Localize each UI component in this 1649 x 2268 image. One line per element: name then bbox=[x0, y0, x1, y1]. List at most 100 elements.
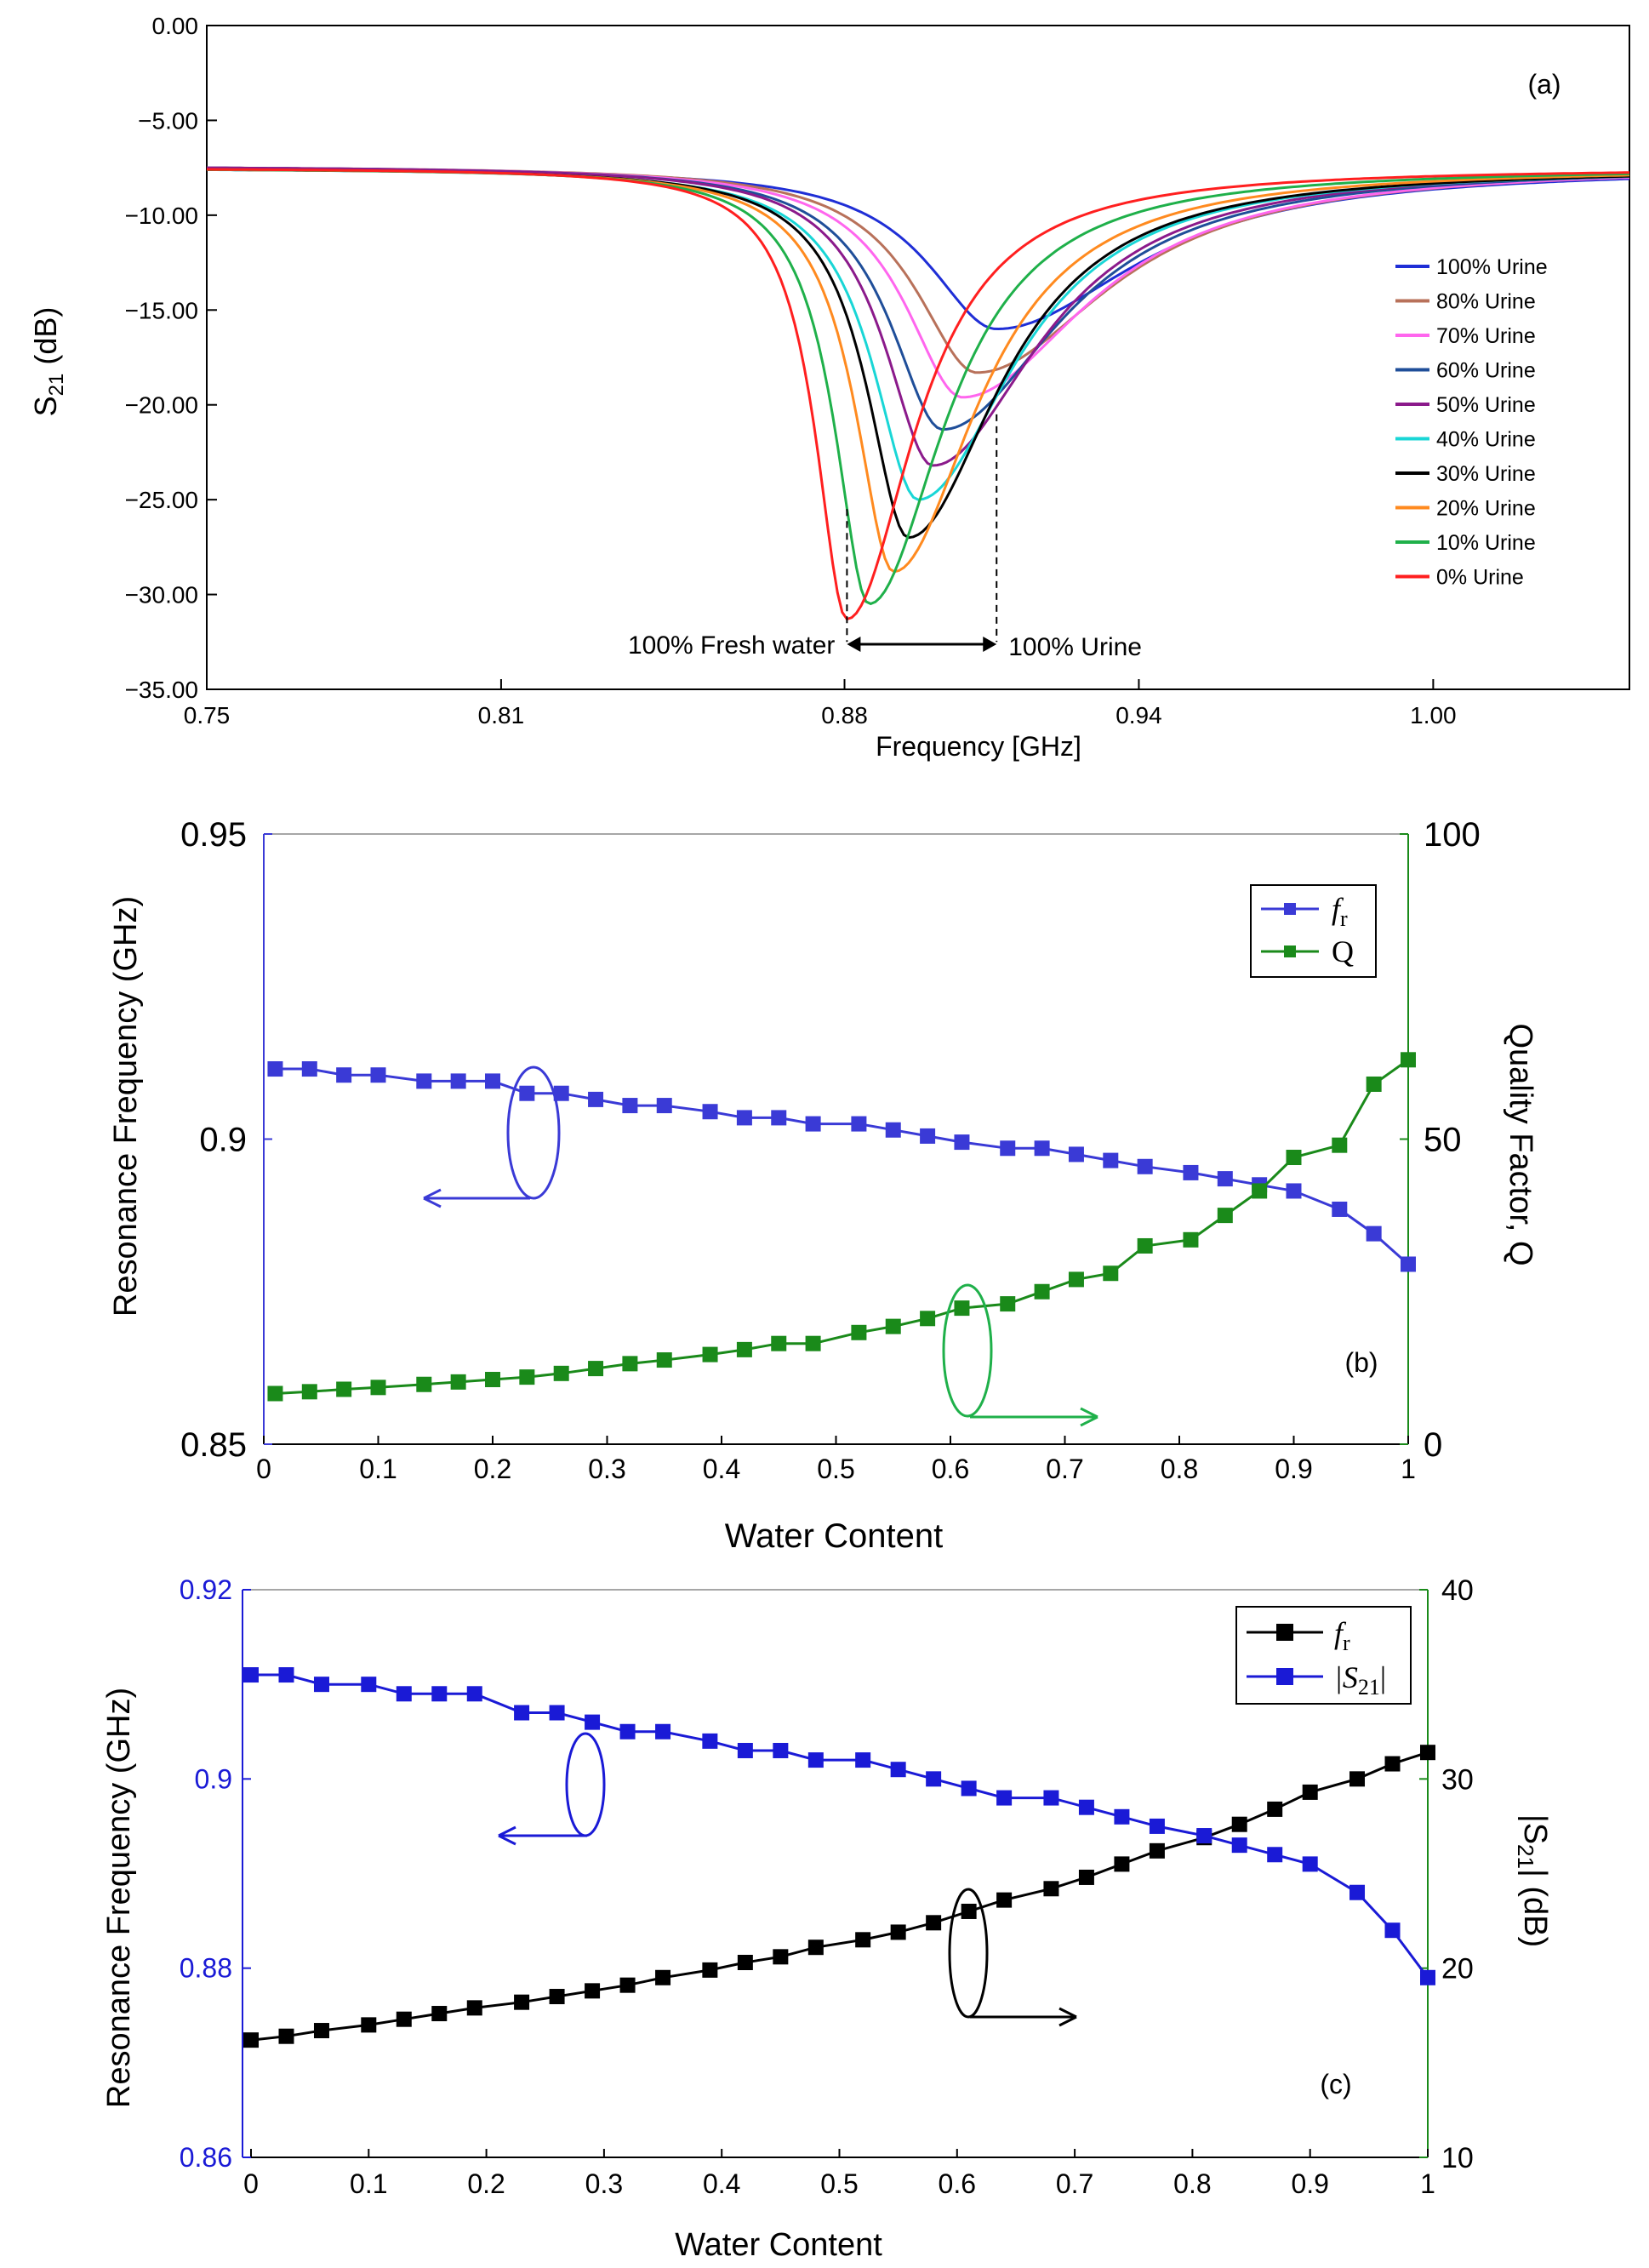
data-point-b-q bbox=[267, 1385, 283, 1402]
data-point-b-q bbox=[370, 1380, 386, 1396]
annotation-urine: 100% Urine bbox=[1008, 633, 1142, 661]
data-point-b-f bbox=[1401, 1256, 1416, 1272]
data-point-c-0 bbox=[243, 2032, 259, 2048]
data-point-c-1 bbox=[396, 1686, 412, 1702]
x-tick-label-b: 0.6 bbox=[932, 1454, 969, 1484]
data-point-b-q bbox=[1000, 1296, 1016, 1312]
data-point-c-0 bbox=[431, 2006, 448, 2022]
data-point-c-1 bbox=[773, 1742, 789, 1758]
x-tick-label-b: 0.2 bbox=[474, 1454, 511, 1484]
x-axis-label-a: Frequency [GHz] bbox=[876, 731, 1081, 762]
panel-label-a: (a) bbox=[1527, 69, 1561, 100]
legend-box-c bbox=[1235, 1606, 1412, 1705]
y-tick-label-left-c: 0.88 bbox=[180, 1953, 232, 1984]
legend-marker-c bbox=[1276, 1624, 1293, 1641]
data-point-c-0 bbox=[361, 2017, 377, 2033]
data-point-b-f bbox=[301, 1061, 317, 1077]
y-tick-label-right-b: 50 bbox=[1424, 1122, 1462, 1159]
data-point-b-q bbox=[519, 1369, 535, 1385]
data-point-b-f bbox=[954, 1134, 970, 1151]
x-tick-label-c: 0.6 bbox=[939, 2168, 976, 2199]
x-tick-label-c: 1 bbox=[1420, 2168, 1435, 2199]
series-line-c-0 bbox=[250, 1751, 1429, 2042]
x-tick-label-a: 0.75 bbox=[184, 702, 231, 728]
x-tick-label-a: 0.88 bbox=[821, 702, 868, 728]
data-point-c-1 bbox=[855, 1752, 871, 1768]
data-point-c-1 bbox=[926, 1771, 942, 1787]
data-point-c-0 bbox=[655, 1969, 671, 1985]
data-point-b-q bbox=[450, 1374, 466, 1390]
y-tick-label-left-c: 0.9 bbox=[195, 1763, 232, 1794]
panel-b: 0 0.1 0.2 0.3 0.4 0.5 0.6 0.7 0.8 0.9 1 0.85 0.9 0.95… bbox=[108, 816, 1538, 1555]
legend-label-c-post: | bbox=[1380, 1660, 1386, 1694]
x-tick-label-b: 1 bbox=[1401, 1454, 1416, 1484]
data-point-c-1 bbox=[890, 1762, 906, 1778]
data-point-c-1 bbox=[1196, 1828, 1212, 1844]
data-point-b-f bbox=[370, 1067, 386, 1083]
data-point-c-0 bbox=[1043, 1881, 1059, 1897]
legend-label-a: 10% Urine bbox=[1436, 531, 1536, 555]
x-tick-label-b: 0 bbox=[256, 1454, 271, 1484]
data-point-c-0 bbox=[1149, 1842, 1165, 1859]
y-tick-label-a: −5.00 bbox=[138, 107, 198, 134]
y-tick-label-right-c: 30 bbox=[1441, 1763, 1474, 1796]
data-point-c-1 bbox=[1078, 1799, 1094, 1815]
data-point-b-f bbox=[1000, 1140, 1016, 1157]
data-point-b-q bbox=[1401, 1052, 1416, 1068]
curl-ellipse-fr bbox=[506, 1065, 561, 1200]
legend-marker-b bbox=[1284, 903, 1296, 915]
data-point-c-1 bbox=[1384, 1922, 1401, 1939]
x-tick-label-b: 0.7 bbox=[1046, 1454, 1083, 1484]
data-point-c-0 bbox=[313, 2023, 329, 2039]
data-point-b-f bbox=[1103, 1152, 1119, 1168]
data-point-c-0 bbox=[773, 1949, 789, 1965]
data-point-b-q bbox=[656, 1352, 672, 1368]
data-point-c-1 bbox=[1420, 1969, 1435, 1985]
legend-label-c-sub: r bbox=[1343, 1631, 1350, 1655]
data-point-c-1 bbox=[1114, 1808, 1130, 1825]
x-tick-label-b: 0.8 bbox=[1161, 1454, 1198, 1484]
data-point-c-1 bbox=[996, 1790, 1013, 1806]
series-line-b-q bbox=[275, 1059, 1409, 1395]
curve-60-urine bbox=[206, 166, 1630, 431]
data-point-b-f bbox=[1034, 1140, 1050, 1157]
data-point-b-q bbox=[920, 1311, 936, 1327]
x-axis-label-b: Water Content bbox=[725, 1517, 943, 1555]
x-tick-label-c: 0 bbox=[243, 2168, 259, 2199]
legend-label-a: 70% Urine bbox=[1436, 324, 1536, 348]
data-point-c-1 bbox=[1149, 1818, 1165, 1834]
shift-arrowhead-left bbox=[847, 637, 861, 652]
curl-ellipse-q bbox=[942, 1283, 993, 1418]
data-point-b-f bbox=[1366, 1225, 1382, 1242]
annotation-fresh-water: 100% Fresh water bbox=[628, 631, 835, 660]
x-tick-label-b: 0.3 bbox=[588, 1454, 625, 1484]
x-tick-label-c: 0.3 bbox=[585, 2168, 623, 2199]
data-point-b-f bbox=[336, 1067, 352, 1083]
curve-10-urine bbox=[207, 168, 1630, 606]
y-axis-label-left-c: Resonance Frequency (GHz) bbox=[101, 1688, 137, 2108]
y-axis-label-right-c: |S21| (dB) bbox=[1513, 1814, 1553, 1947]
data-point-c-0 bbox=[1078, 1869, 1094, 1885]
y-tick-label-a: −35.00 bbox=[125, 677, 198, 703]
y-tick-label-right-c: 20 bbox=[1441, 1953, 1474, 1985]
y-axis-label-a-unit: (dB) bbox=[28, 307, 63, 374]
data-point-c-1 bbox=[313, 1677, 329, 1693]
data-point-c-0 bbox=[278, 2028, 294, 2044]
data-point-b-q bbox=[736, 1341, 752, 1357]
y-axis-label-a: S21 (dB) bbox=[28, 307, 68, 417]
legend-label-a: 100% Urine bbox=[1436, 255, 1548, 279]
curve-80-urine bbox=[207, 166, 1630, 374]
x-tick-label-a: 0.94 bbox=[1116, 702, 1162, 728]
legend-label-a: 80% Urine bbox=[1436, 290, 1536, 314]
legend-label-c-sub: 21 bbox=[1358, 1675, 1380, 1700]
series-line-c-1 bbox=[251, 1673, 1429, 1979]
data-point-c-0 bbox=[396, 2011, 412, 2027]
legend-label-b: Q bbox=[1332, 934, 1354, 968]
y-tick-label-left-b: 0.9 bbox=[199, 1122, 247, 1159]
legend-marker-b bbox=[1284, 945, 1296, 957]
x-tick-label-a: 1.00 bbox=[1410, 702, 1457, 728]
series-line-b-f bbox=[275, 1067, 1409, 1265]
x-tick-label-c: 0.8 bbox=[1173, 2168, 1211, 2199]
y-tick-label-right-b: 100 bbox=[1424, 816, 1481, 854]
curl-arrowhead-fr bbox=[423, 1188, 442, 1208]
